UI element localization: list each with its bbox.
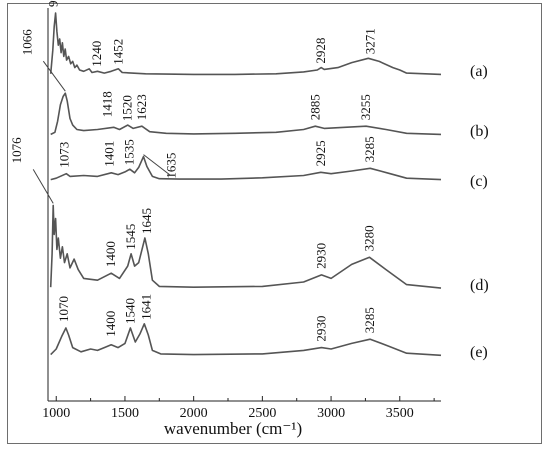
spectra-group [49, 12, 442, 357]
peak-label: 1635 [164, 153, 179, 179]
series-label: (a) [470, 63, 488, 80]
spectrum-line-2 [50, 155, 442, 181]
peak-label: 1520 [120, 95, 135, 121]
peak-label: 1401 [101, 141, 116, 167]
x-tick-label: 1500 [111, 406, 139, 421]
x-tick-label: 1000 [42, 406, 70, 421]
peak-label: 2885 [307, 94, 322, 120]
x-axis-label: wavenumber (cm⁻¹) [164, 419, 302, 438]
peak-label: 1418 [100, 91, 115, 117]
peak-label: 1240 [89, 41, 104, 67]
annotation-arrow [32, 169, 54, 204]
peak-label: 1535 [122, 139, 137, 165]
peak-label: 995 [46, 0, 61, 7]
series-label: (c) [470, 173, 488, 190]
peak-label: 1400 [103, 241, 118, 267]
peak-label: 1076 [9, 137, 24, 164]
peak-label: 1070 [56, 296, 71, 322]
x-tick-label: 2000 [180, 406, 208, 421]
figure-frame [7, 3, 542, 444]
axes: 1000 1500 2000 2500 3000 3500 [42, 8, 441, 421]
peak-label: 2930 [313, 243, 328, 269]
peak-label: 1545 [123, 224, 138, 250]
series-label: (d) [470, 277, 489, 294]
peak-label: 3255 [358, 94, 373, 120]
annotation-arrow [143, 154, 170, 175]
spectrum-line-3 [49, 204, 442, 289]
peak-label: 1540 [122, 298, 137, 324]
peak-label: 3280 [362, 225, 377, 251]
spectrum-line-4 [50, 323, 442, 357]
peak-label: 2930 [313, 316, 328, 342]
peak-label: 1073 [56, 142, 71, 168]
peak-label: 2925 [313, 140, 328, 166]
peak-label: 1623 [134, 94, 149, 120]
x-tick-label: 3000 [317, 406, 345, 421]
spectrum-line-1 [50, 92, 442, 136]
peak-label: 1641 [138, 294, 153, 320]
peak-label: 2928 [313, 38, 328, 64]
x-tick-label: 2500 [248, 406, 276, 421]
peak-label: 3271 [362, 28, 377, 54]
peak-label: 1400 [103, 311, 118, 337]
peak-label: 1452 [110, 39, 125, 65]
peak-label: 3285 [362, 136, 377, 162]
x-tick-label: 3500 [386, 406, 414, 421]
series-label: (e) [470, 344, 488, 361]
peak-label: 1645 [139, 208, 154, 234]
annotation-arrow [42, 60, 66, 92]
series-labels: (a) (b) (c) (d) (e) [470, 63, 489, 361]
peak-label: 3285 [362, 307, 377, 333]
spectrum-line-0 [49, 12, 442, 76]
series-label: (b) [470, 123, 489, 140]
peak-label: 1066 [19, 29, 34, 56]
